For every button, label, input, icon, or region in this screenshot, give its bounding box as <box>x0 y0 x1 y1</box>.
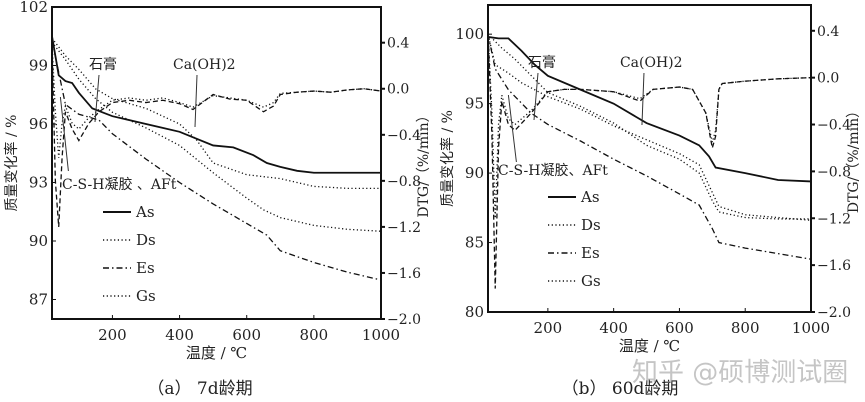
annotation-gypsum: 石膏 <box>89 56 117 73</box>
annotation-gypsum: 石膏 <box>528 54 556 71</box>
y-tick-label: 90 <box>29 232 48 250</box>
legend-label: As <box>135 203 155 221</box>
chart-panel-a: 200 400 600 800 1000 87 90 93 96 99 102 −2.0 −1.6 −1.… <box>3 0 432 399</box>
y-tick-label: 95 <box>465 95 484 113</box>
watermark: 知乎 @硕博测试圈 <box>632 358 849 388</box>
legend-label: Es <box>136 259 155 277</box>
y-tick-label: 93 <box>29 174 48 192</box>
y-tick-label: 87 <box>29 291 48 309</box>
y2-tick-label: −1.6 <box>817 258 851 274</box>
series-es <box>51 40 382 281</box>
x-tick-label: 600 <box>232 326 261 344</box>
panel-caption: （b） 60d龄期 <box>562 379 679 399</box>
y-tick-label: 96 <box>29 115 48 133</box>
y-tick-label: 90 <box>465 164 484 182</box>
y2-tick-label: 0.0 <box>817 71 839 87</box>
x-tick-label: 1000 <box>792 319 830 337</box>
series-es-dtg <box>487 30 812 289</box>
y2-tick-label: −0.4 <box>817 118 851 134</box>
x-axis-label: 温度 / ℃ <box>186 344 247 362</box>
y2-tick-label: −0.8 <box>387 174 421 190</box>
x-tick-label: 800 <box>300 326 329 344</box>
y2-tick-label: −2.0 <box>817 305 851 321</box>
x-tick-label: 800 <box>731 319 760 337</box>
x-axis-label: 温度 / ℃ <box>619 337 680 355</box>
plot-frame <box>51 6 382 320</box>
y2-tick-label: −1.6 <box>387 266 421 282</box>
y2-tick-label: −2.0 <box>387 312 421 328</box>
y-tick-label: 100 <box>455 25 484 43</box>
series-as-dtg <box>51 42 382 158</box>
annotation-arrow <box>507 94 517 163</box>
legend-label: Es <box>581 244 600 262</box>
series-as <box>487 36 812 183</box>
series-ds <box>487 33 811 220</box>
y2-axis-label: DTG/（%/min） <box>416 108 432 217</box>
y-axis-label: 质量变化率 / % <box>439 110 456 207</box>
x-tick-label: 1000 <box>362 326 400 344</box>
y-tick-label: 85 <box>465 234 484 252</box>
series-as <box>51 36 381 174</box>
annotation-caoh2: Ca(OH)2 <box>620 55 683 71</box>
series-gs <box>51 37 381 190</box>
y2-tick-label: −1.2 <box>817 211 851 227</box>
annotation-csh-aft: C-S-H凝胶 、AFt <box>62 176 177 193</box>
x-tick-label: 200 <box>98 326 127 344</box>
legend-label: As <box>580 188 600 206</box>
y-axis-label: 质量变化率 / % <box>3 115 20 212</box>
y2-tick-label: 0.0 <box>387 82 409 98</box>
annotation-csh-aft: C-S-H凝胶、AFt <box>498 162 608 179</box>
annotation-caoh2: Ca(OH)2 <box>173 57 236 73</box>
panel-caption: （a） 7d龄期 <box>147 379 252 399</box>
x-tick-label: 400 <box>165 326 194 344</box>
legend-label: Ds <box>136 231 156 249</box>
x-tick-label: 400 <box>599 319 628 337</box>
plot-frame <box>487 4 812 313</box>
x-tick-label: 200 <box>534 319 563 337</box>
annotation-arrow <box>194 74 198 128</box>
chart-panel-b: 200 400 600 800 1000 80 85 90 95 100 −2.0 −1.6 −1.2 −… <box>439 4 862 399</box>
y-tick-label: 99 <box>29 57 48 75</box>
y2-tick-label: −0.4 <box>387 128 421 144</box>
series-es-dtg <box>51 42 382 227</box>
annotation-arrow <box>533 72 539 121</box>
annotation-arrow <box>94 74 100 123</box>
y-tick-label: 102 <box>19 0 48 16</box>
series-ds <box>51 41 382 232</box>
annotation-arrow <box>59 96 69 172</box>
legend-label: Ds <box>581 216 601 234</box>
legend-label: Gs <box>581 272 601 290</box>
y2-axis-label: DTG/（%/min） <box>846 104 862 213</box>
y2-tick-label: 0.4 <box>387 36 409 52</box>
x-tick-label: 600 <box>665 319 694 337</box>
y2-tick-label: 0.4 <box>817 24 839 40</box>
series-es <box>487 34 812 260</box>
y2-tick-label: −0.8 <box>817 164 851 180</box>
y2-tick-label: −1.2 <box>387 220 421 236</box>
y-tick-label: 80 <box>465 303 484 321</box>
annotation-arrow <box>641 72 645 126</box>
legend-label: Gs <box>136 287 156 305</box>
series-as-dtg <box>487 30 812 219</box>
series-gs <box>487 34 812 221</box>
